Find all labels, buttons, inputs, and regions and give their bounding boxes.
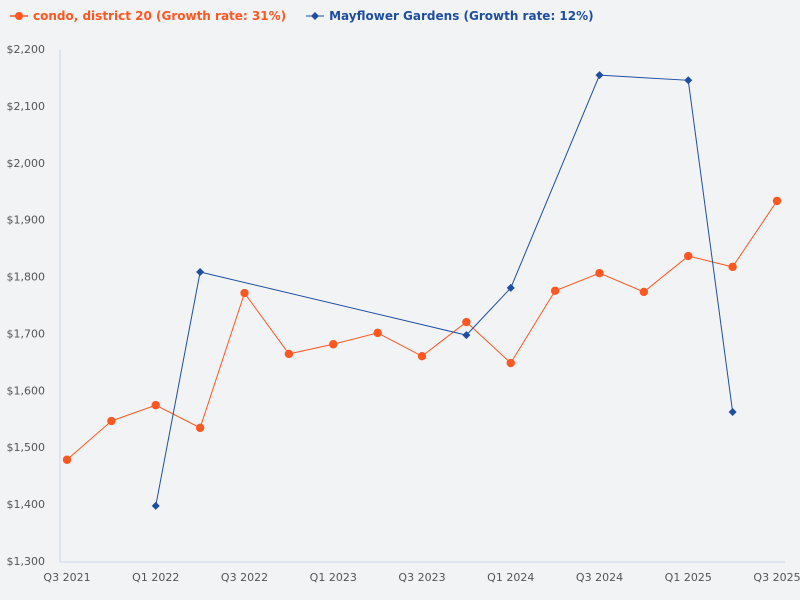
x-tick-label: Q3 2022 <box>221 571 268 584</box>
data-point <box>196 268 205 277</box>
x-tick-label: Q1 2023 <box>310 571 357 584</box>
y-tick-label: $1,800 <box>7 271 46 284</box>
y-tick-label: $1,500 <box>7 441 46 454</box>
data-point <box>595 268 604 278</box>
y-tick-label: $1,900 <box>7 214 46 227</box>
data-point <box>684 251 693 261</box>
y-tick-label: $1,600 <box>7 384 46 397</box>
x-tick-label: Q3 2021 <box>43 571 90 584</box>
data-point <box>195 423 205 433</box>
data-point <box>639 287 649 297</box>
x-tick-label: Q3 2024 <box>576 571 623 584</box>
data-point <box>417 352 427 361</box>
y-tick-label: $1,700 <box>7 327 46 340</box>
data-point <box>772 196 782 206</box>
legend-item-mayflower[interactable]: Mayflower Gardens (Growth rate: 12%) <box>306 9 594 23</box>
data-point <box>240 288 249 298</box>
y-tick-label: $1,300 <box>7 555 46 568</box>
diamond-marker-icon <box>306 12 325 20</box>
legend-item-condo[interactable]: condo, district 20 (Growth rate: 31%) <box>10 9 286 23</box>
x-tick-label: Q3 2023 <box>398 571 445 584</box>
legend: condo, district 20 (Growth rate: 31%) Ma… <box>10 9 594 23</box>
data-point <box>684 76 693 85</box>
data-point <box>462 331 471 340</box>
circle-marker-icon <box>10 12 28 20</box>
x-tick-label: Q1 2025 <box>665 571 712 584</box>
data-point <box>373 328 382 338</box>
data-point <box>550 286 560 295</box>
x-tick-label: Q1 2024 <box>487 571 534 584</box>
data-point <box>506 358 515 368</box>
x-tick-label: Q1 2022 <box>132 571 179 584</box>
x-tick-label: Q3 2025 <box>753 571 800 584</box>
series-line-0 <box>66 200 778 461</box>
y-tick-label: $1,400 <box>7 498 46 511</box>
y-tick-label: $2,100 <box>7 100 46 113</box>
data-point <box>151 400 160 410</box>
data-point <box>462 317 471 327</box>
data-point <box>506 283 515 292</box>
legend-label: condo, district 20 (Growth rate: 31%) <box>33 9 287 23</box>
y-tick-label: $2,200 <box>7 43 46 56</box>
legend-label: Mayflower Gardens (Growth rate: 12%) <box>329 9 594 23</box>
data-point <box>329 340 338 349</box>
data-point <box>728 262 737 272</box>
data-point <box>107 416 116 426</box>
data-point <box>284 349 294 359</box>
data-point <box>62 455 72 464</box>
data-point <box>728 407 737 416</box>
data-point <box>151 501 160 510</box>
y-tick-label: $2,000 <box>7 157 46 170</box>
data-point <box>595 71 604 80</box>
